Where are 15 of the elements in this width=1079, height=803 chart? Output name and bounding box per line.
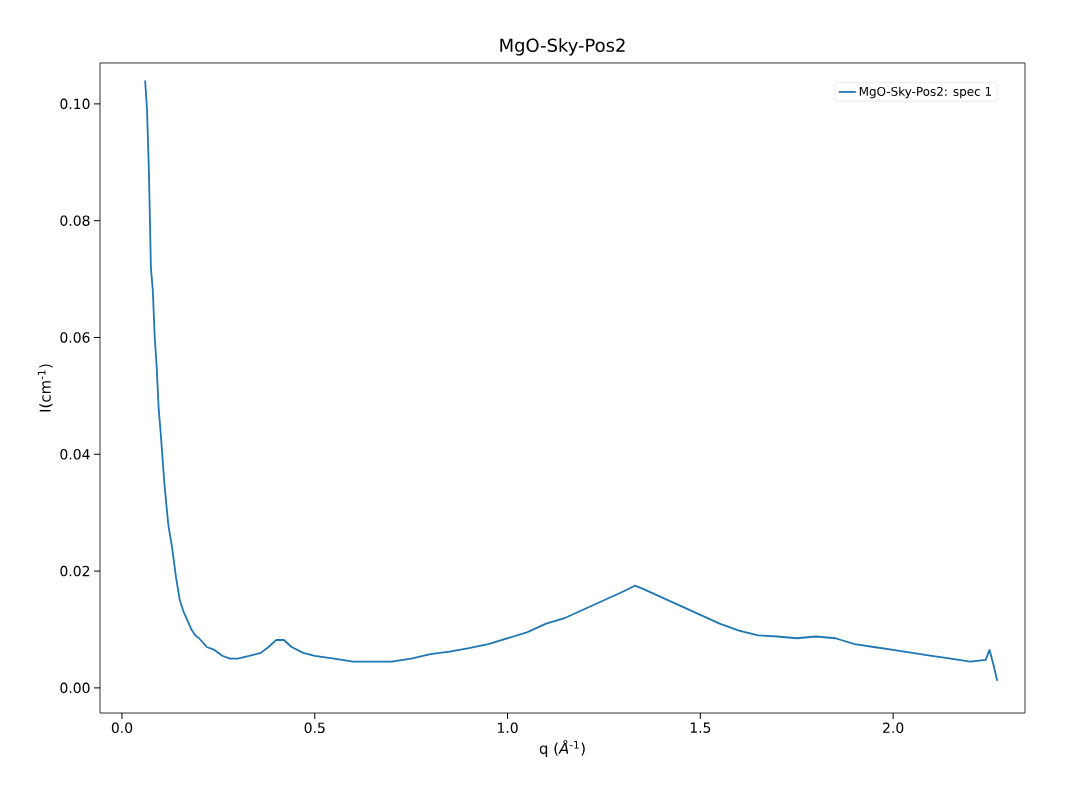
x-tick-label: 0.5 [304, 722, 325, 734]
chart-title: MgO-Sky-Pos2 [500, 38, 625, 56]
y-tick-label: 0.10 [60, 98, 90, 110]
x-tick-label: 0.0 [111, 722, 133, 734]
x-tick-label: 1.5 [690, 722, 711, 733]
legend-label: MgO-Sky-Pos2: spec 1 [859, 86, 991, 99]
y-tick-label: 0.04 [60, 449, 90, 460]
y-tick-label: 0.06 [60, 332, 90, 343]
x-tick-label: 1.0 [498, 722, 518, 734]
y-tick-label: 0.08 [60, 215, 90, 226]
x-tick-label: 2.0 [883, 722, 904, 734]
y-axis-title: I(cm$^{-1}$) [37, 364, 53, 412]
x-axis-title: q (Å$^{-1}$) [539, 739, 585, 757]
y-tick-label: 0.02 [60, 565, 90, 577]
y-tick-label: 0.00 [60, 682, 90, 694]
